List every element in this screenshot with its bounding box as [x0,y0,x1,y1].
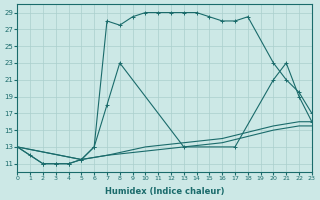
X-axis label: Humidex (Indice chaleur): Humidex (Indice chaleur) [105,187,224,196]
